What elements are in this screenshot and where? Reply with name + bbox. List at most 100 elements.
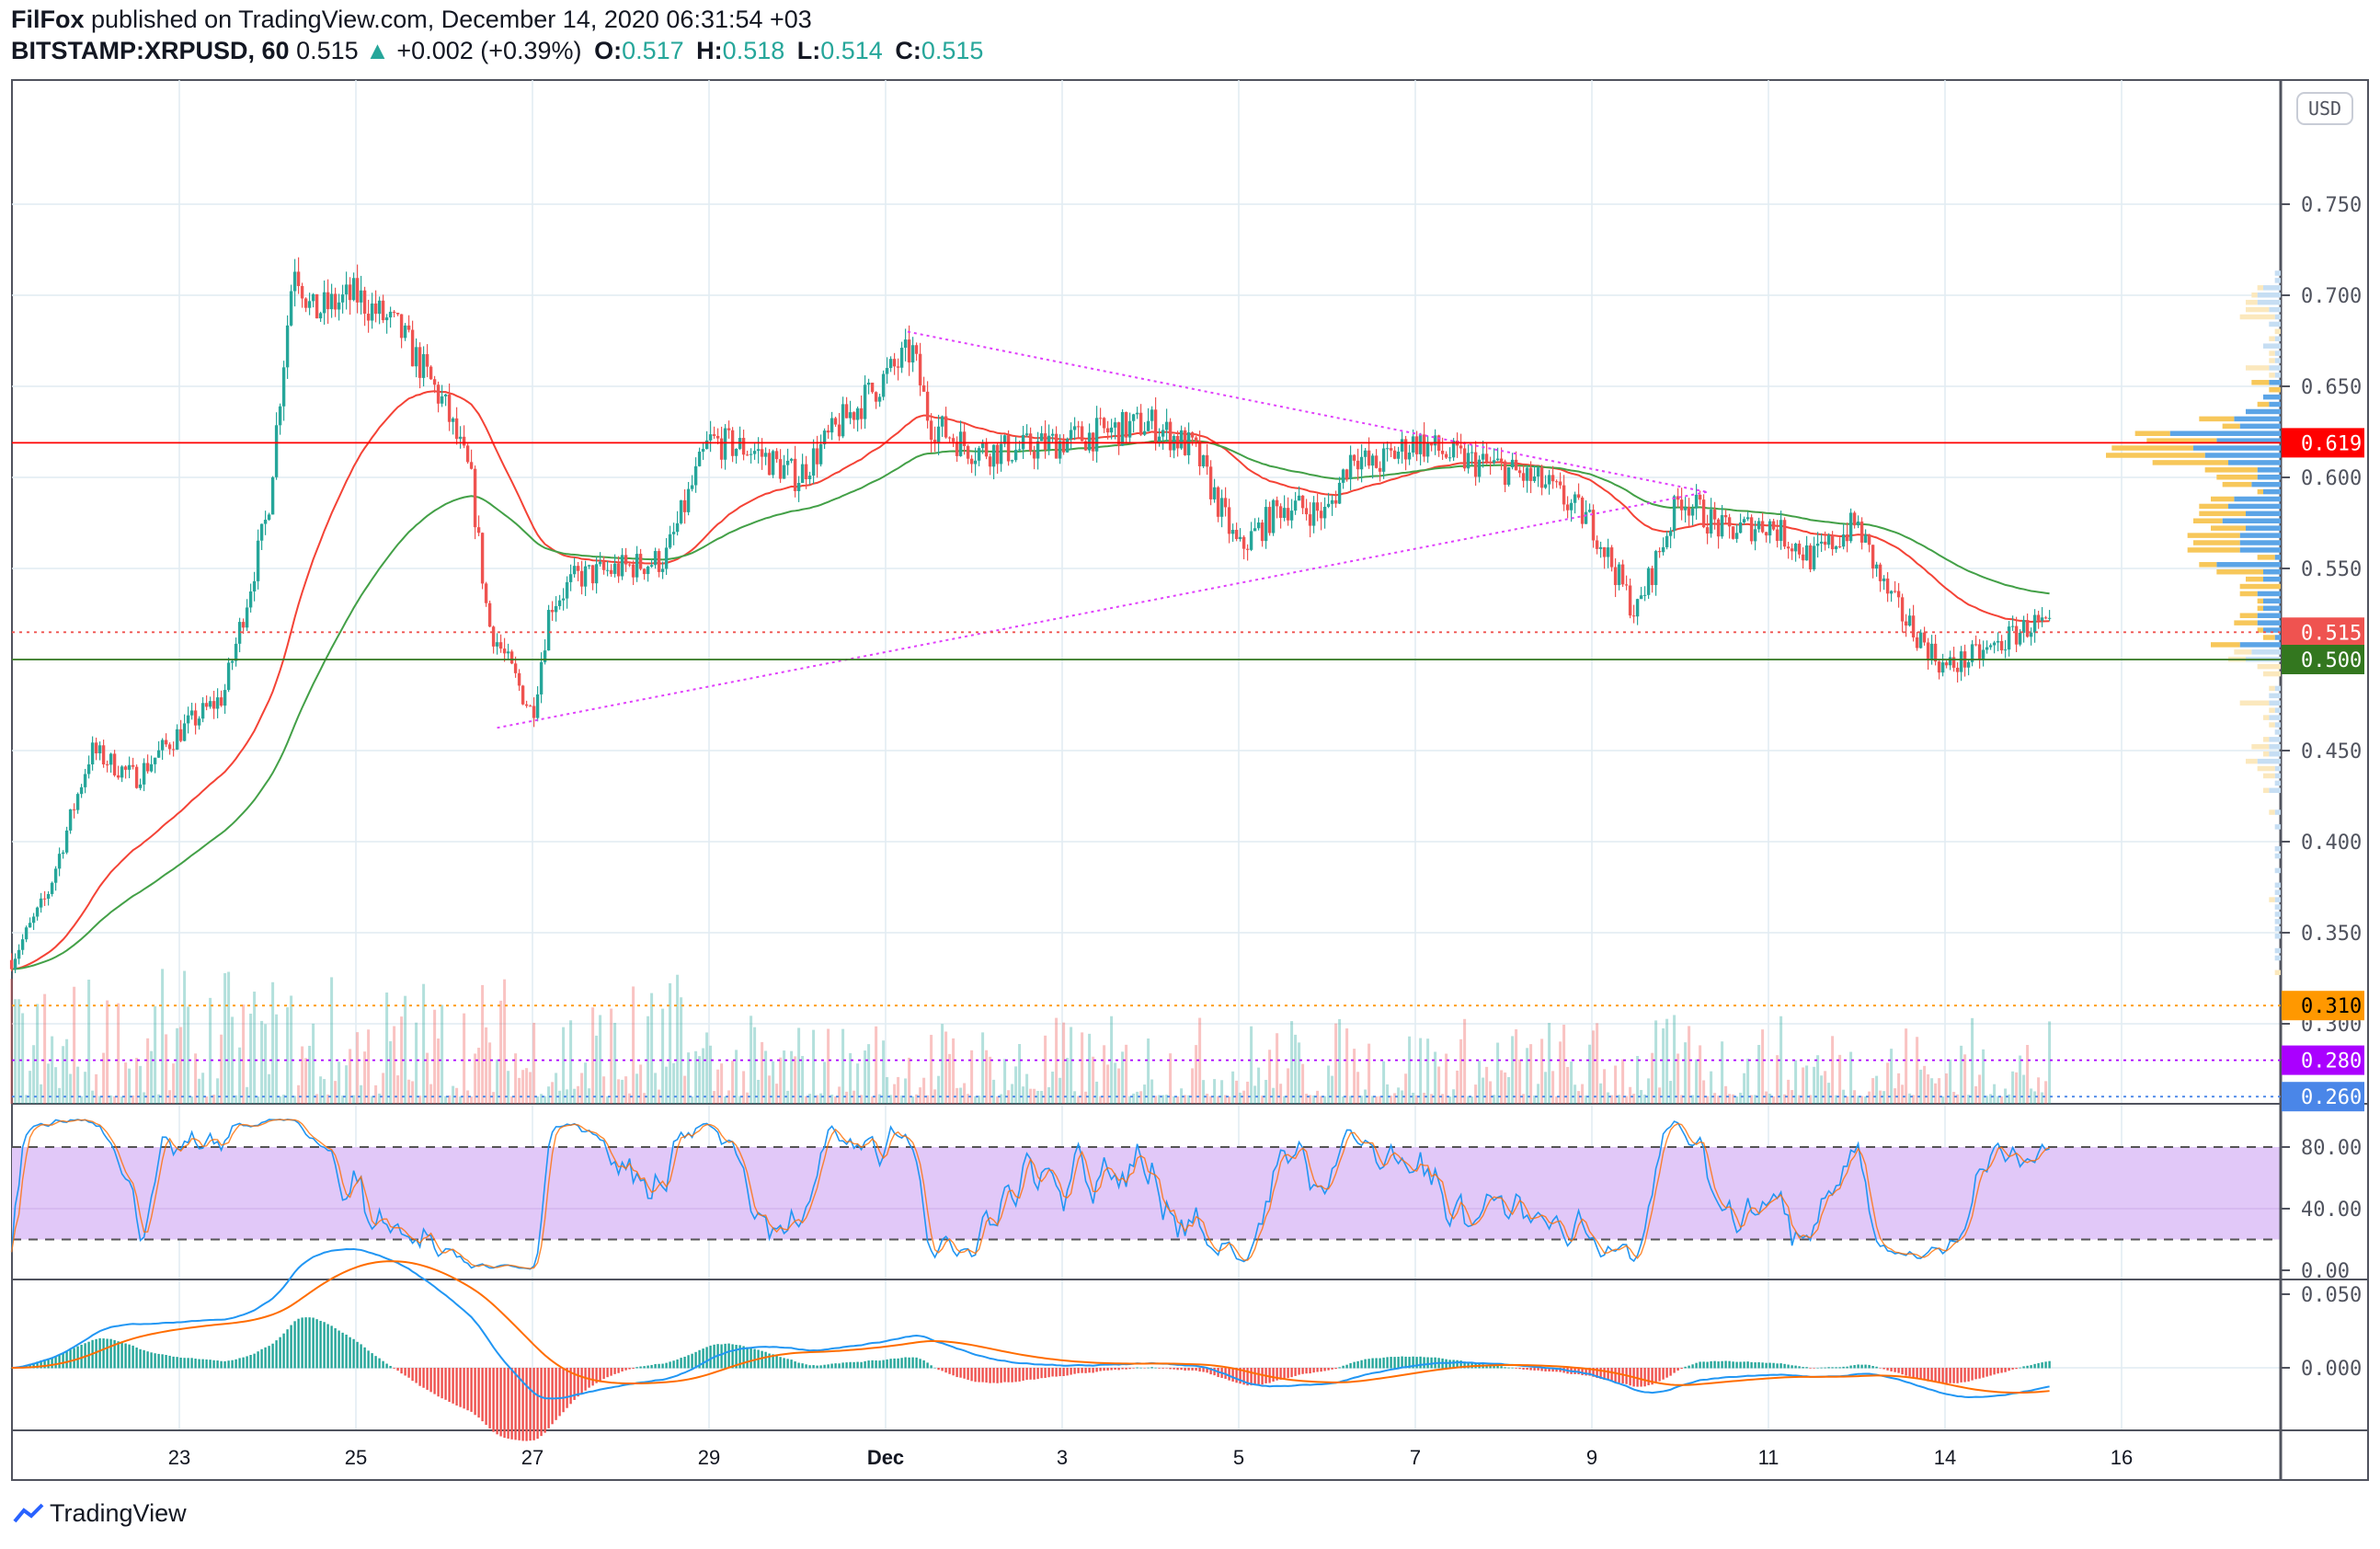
volume-bar xyxy=(1408,1036,1412,1104)
macd-hist-bar xyxy=(955,1368,958,1378)
volume-profile-down-bar xyxy=(2193,540,2240,545)
volume-bar xyxy=(705,1032,709,1104)
macd-hist-bar xyxy=(1283,1368,1286,1379)
volume-bar xyxy=(1025,1073,1029,1104)
symbol-name[interactable]: BITSTAMP:XRPUSD, 60 xyxy=(11,37,290,64)
macd-hist-bar xyxy=(566,1368,568,1408)
volume-bar xyxy=(1813,1066,1816,1104)
macd-hist-bar xyxy=(1813,1368,1815,1369)
volume-bar xyxy=(661,1008,665,1104)
candle-body xyxy=(436,384,441,404)
candle-body xyxy=(546,610,551,651)
candle-body xyxy=(804,464,808,479)
volume-bar xyxy=(1283,1096,1287,1104)
volume-bar xyxy=(1081,1032,1084,1104)
candle-body xyxy=(381,300,385,321)
macd-hist-bar xyxy=(1250,1368,1253,1386)
time-tick-label: 11 xyxy=(1758,1446,1779,1469)
macd-hist-bar xyxy=(1195,1368,1197,1371)
volume-bar xyxy=(1676,1053,1680,1104)
volume-bar xyxy=(1765,1091,1768,1104)
volume-profile-down-bar xyxy=(2263,773,2275,779)
currency-button[interactable] xyxy=(2296,92,2353,125)
volume-profile-up-bar xyxy=(2274,904,2281,910)
candle-body xyxy=(1521,473,1526,481)
volume-bar xyxy=(1754,1095,1757,1104)
volume-bar xyxy=(271,981,275,1104)
candle-body xyxy=(771,451,775,476)
macd-hist-bar xyxy=(1750,1361,1753,1369)
candle-body xyxy=(859,407,864,419)
candle-body xyxy=(1311,502,1316,526)
macd-hist-bar xyxy=(1765,1362,1768,1369)
macd-hist-bar xyxy=(1095,1368,1098,1372)
volume-bar xyxy=(591,1007,595,1104)
macd-hist-bar xyxy=(819,1365,822,1369)
candle-body xyxy=(307,301,312,308)
candle-body xyxy=(1517,470,1522,474)
candle-body xyxy=(1576,494,1581,498)
candle-body xyxy=(1150,409,1154,421)
candle-body xyxy=(1878,564,1882,581)
volume-bar xyxy=(2048,1021,2052,1104)
candle-body xyxy=(1492,460,1496,464)
volume-bar xyxy=(437,1038,441,1104)
volume-bar xyxy=(297,1084,301,1104)
time-tick-label: 23 xyxy=(168,1446,190,1469)
macd-hist-bar xyxy=(1257,1368,1260,1385)
volume-bar xyxy=(396,1075,400,1104)
candle-body xyxy=(164,740,168,745)
candle-body xyxy=(653,551,658,566)
candle-body xyxy=(1286,508,1290,521)
volume-bar xyxy=(878,1094,882,1104)
tradingview-logo[interactable]: TradingView xyxy=(13,1499,187,1528)
candle-body xyxy=(1834,545,1838,550)
price-level-label: 0.500 xyxy=(2301,649,2362,672)
volume-bar xyxy=(849,1052,852,1104)
candle-body xyxy=(590,565,595,584)
macd-hist-bar xyxy=(989,1368,991,1383)
macd-hist-bar xyxy=(1838,1367,1841,1369)
macd-hist-bar xyxy=(1956,1368,1959,1383)
volume-bar xyxy=(510,1096,514,1104)
candle-body xyxy=(1653,551,1658,586)
volume-bar xyxy=(1099,1096,1103,1104)
macd-hist-bar xyxy=(32,1362,35,1369)
candle-body xyxy=(1768,521,1772,536)
candle-body xyxy=(513,663,518,673)
macd-hist-bar xyxy=(521,1368,524,1441)
volume-bar xyxy=(1581,1084,1585,1104)
macd-hist-bar xyxy=(650,1364,653,1369)
price-level-tag xyxy=(2282,1045,2364,1075)
macd-hist-bar xyxy=(639,1366,642,1369)
candle-body xyxy=(1848,512,1853,542)
candle-body xyxy=(429,366,433,380)
macd-hist-bar xyxy=(864,1360,866,1369)
macd-hist-bar xyxy=(875,1360,877,1369)
candle-body xyxy=(252,580,257,592)
macd-hist-bar xyxy=(1345,1364,1348,1369)
volume-bar xyxy=(80,1096,84,1104)
candle-body xyxy=(1992,642,1997,646)
volume-bar xyxy=(1993,1084,1997,1104)
volume-bar xyxy=(1941,1096,1945,1104)
volume-profile-up-bar xyxy=(2274,336,2281,342)
candle-body xyxy=(1094,418,1099,452)
candle-body xyxy=(763,453,768,457)
candle-body xyxy=(1389,448,1393,451)
volume-bar xyxy=(1805,1065,1809,1104)
candle-body xyxy=(1756,521,1761,530)
volume-bar xyxy=(374,1084,378,1104)
volume-profile-up-bar xyxy=(2169,430,2281,436)
volume-profile-up-bar xyxy=(2274,278,2281,283)
macd-hist-bar xyxy=(1960,1368,1962,1383)
candle-body xyxy=(1164,421,1169,430)
macd-hist-bar xyxy=(1621,1368,1624,1384)
candle-body xyxy=(627,564,632,566)
volume-bar xyxy=(687,1052,691,1104)
volume-bar xyxy=(1905,1028,1908,1104)
volume-bar xyxy=(794,1056,797,1104)
volume-profile-down-bar xyxy=(2187,547,2240,553)
volume-profile-up-bar xyxy=(2269,751,2281,757)
